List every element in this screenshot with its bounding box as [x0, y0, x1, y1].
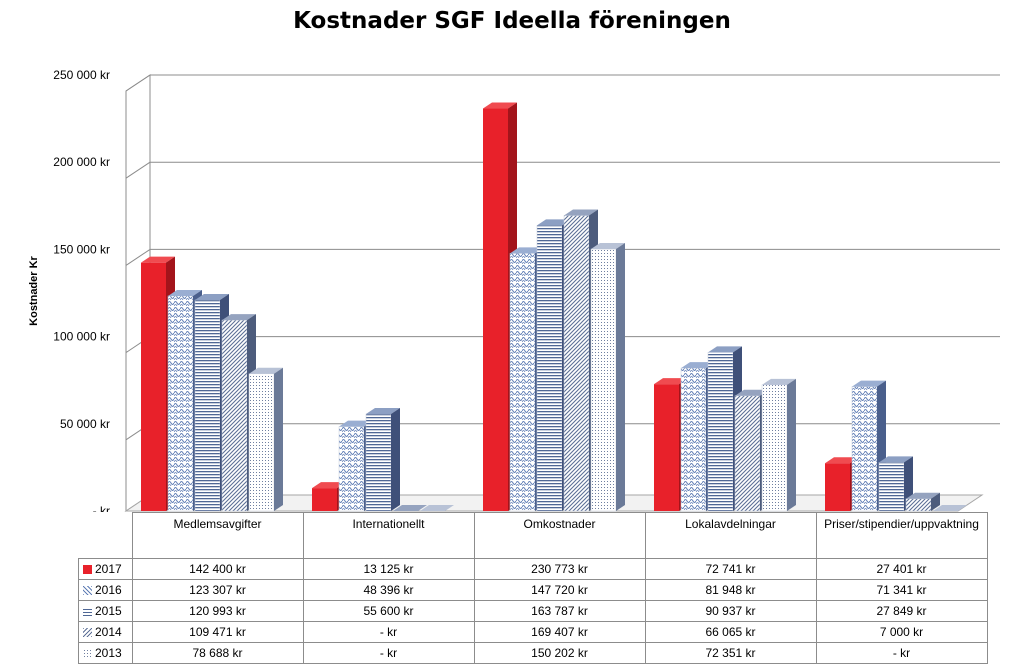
data-cell: 230 773 kr — [473, 558, 646, 580]
bar-2013-2 — [590, 243, 625, 512]
table-row: 2014 109 471 kr - kr 169 407 kr 66 065 kr 7 0… — [78, 621, 988, 643]
data-cell: 78 688 kr — [131, 642, 304, 664]
bar-2013-0 — [248, 367, 283, 512]
category-label: Medlemsavgifter — [131, 512, 304, 559]
category-label: Lokalavdelningar — [644, 512, 817, 559]
series-name: 2014 — [95, 624, 122, 639]
data-table: Medlemsavgifter Internationellt Omkostnade… — [78, 512, 988, 664]
series-name: 2017 — [95, 561, 122, 576]
data-cell: 72 741 kr — [644, 558, 817, 580]
bar-2014-0 — [221, 314, 256, 512]
category-label: Priser/stipendier/uppvaktning — [815, 512, 988, 559]
data-cell: - kr — [302, 642, 475, 664]
data-cell: 163 787 kr — [473, 600, 646, 622]
data-cell: - kr — [302, 621, 475, 643]
data-cell: 13 125 kr — [302, 558, 475, 580]
data-cell: 55 600 kr — [302, 600, 475, 622]
series-name: 2013 — [95, 645, 122, 660]
data-cell: 120 993 kr — [131, 600, 304, 622]
data-cell: 7 000 kr — [815, 621, 988, 643]
y-tick-label: 150 000 kr — [53, 242, 110, 256]
bar-2013-1 — [420, 505, 454, 511]
legend-swatch — [83, 627, 92, 637]
y-tick-label: 200 000 kr — [53, 155, 110, 169]
legend-swatch — [83, 648, 92, 658]
legend-swatch — [83, 564, 92, 574]
data-cell: 142 400 kr — [131, 558, 304, 580]
category-label: Omkostnader — [473, 512, 646, 559]
legend-entry: 2014 — [78, 621, 133, 643]
table-row: 2015 120 993 kr 55 600 kr 163 787 kr 90 937 … — [78, 600, 988, 622]
gridline — [125, 161, 151, 179]
y-tick-label: 250 000 kr — [53, 68, 110, 82]
legend-entry: 2017 — [78, 558, 133, 580]
data-cell: 169 407 kr — [473, 621, 646, 643]
y-tick-label: - kr — [93, 504, 110, 512]
bar-2015-1 — [365, 408, 400, 512]
bar-chart: - kr 50 000 kr 100 000 kr 150 000 kr 200 000… — [53, 68, 1000, 512]
gridline — [125, 74, 151, 92]
bar-2013-3 — [761, 378, 796, 512]
gridline — [125, 248, 151, 266]
series-name: 2016 — [95, 582, 122, 597]
legend-entry: 2013 — [78, 642, 133, 664]
data-cell: 81 948 kr — [644, 579, 817, 601]
bar-2015-4 — [878, 456, 913, 512]
data-cell: - kr — [815, 642, 988, 664]
data-cell: 72 351 kr — [644, 642, 817, 664]
bar-2014-1 — [393, 505, 427, 511]
bar-2013-4 — [933, 505, 967, 511]
data-cell: 150 202 kr — [473, 642, 646, 664]
legend-swatch — [83, 585, 92, 595]
data-cell: 71 341 kr — [815, 579, 988, 601]
data-cell: 109 471 kr — [131, 621, 304, 643]
chart-title: Kostnader SGF Ideella föreningen — [293, 8, 731, 34]
legend-swatch — [83, 606, 92, 616]
y-tick-label: 100 000 kr — [53, 330, 110, 344]
data-cell: 27 849 kr — [815, 600, 988, 622]
data-cell: 66 065 kr — [644, 621, 817, 643]
table-row: 2013 78 688 kr - kr 150 202 kr 72 351 kr - kr — [78, 642, 988, 664]
data-cell: 90 937 kr — [644, 600, 817, 622]
legend-entry: 2015 — [78, 600, 133, 622]
series-name: 2015 — [95, 603, 122, 618]
bar-2014-4 — [905, 492, 940, 512]
data-cell: 147 720 kr — [473, 579, 646, 601]
data-cell: 123 307 kr — [131, 579, 304, 601]
data-cell: 48 396 kr — [302, 579, 475, 601]
legend-entry: 2016 — [78, 579, 133, 601]
table-row: 2016 123 307 kr 48 396 kr 147 720 kr 81 948 … — [78, 579, 988, 601]
category-label: Internationellt — [302, 512, 475, 559]
data-cell: 27 401 kr — [815, 558, 988, 580]
table-row: 2017 142 400 kr 13 125 kr 230 773 kr 72 741 … — [78, 558, 988, 580]
y-tick-label: 50 000 kr — [60, 417, 110, 431]
